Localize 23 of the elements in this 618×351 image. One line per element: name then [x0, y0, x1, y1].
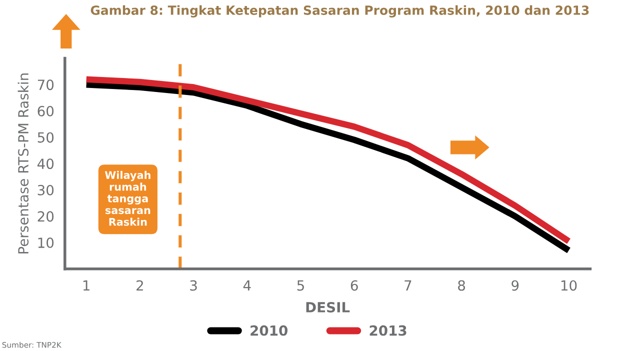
x-tick-label: 5 — [297, 280, 304, 291]
y-tick-label: 10 — [38, 238, 54, 248]
y-tick-label: 30 — [38, 184, 54, 196]
x-tick-label: 2 — [136, 280, 143, 291]
x-tick-label: 1 — [83, 280, 90, 291]
x-tick-label: 6 — [350, 280, 358, 291]
legend-label: 2013 — [370, 325, 406, 336]
x-tick-label: 9 — [512, 280, 519, 291]
y-tick-label: 50 — [38, 132, 54, 143]
x-tick-label: 4 — [243, 280, 251, 291]
y-axis-title: Persentase RTS-PM Raskin — [18, 74, 29, 254]
y-tick-label: 20 — [38, 211, 54, 222]
chart-title: Gambar 8: Tingkat Ketepatan Sasaran Program Raskin, 2010 dan 2013 — [90, 5, 589, 18]
y-tick-label: 40 — [37, 158, 54, 170]
y-tick-label: 70 — [38, 80, 54, 90]
x-tick-label: 7 — [404, 280, 412, 291]
x-tick-label: 8 — [458, 280, 466, 291]
x-tick-label: 3 — [190, 280, 197, 291]
legend-label: 2010 — [250, 325, 288, 336]
x-axis-title: DESIL — [306, 302, 350, 313]
x-tick-label: 10 — [561, 280, 577, 291]
y-tick-label: 60 — [38, 106, 54, 116]
annotation: Wilayah rumah tangga sasaran Raskin — [104, 170, 150, 226]
